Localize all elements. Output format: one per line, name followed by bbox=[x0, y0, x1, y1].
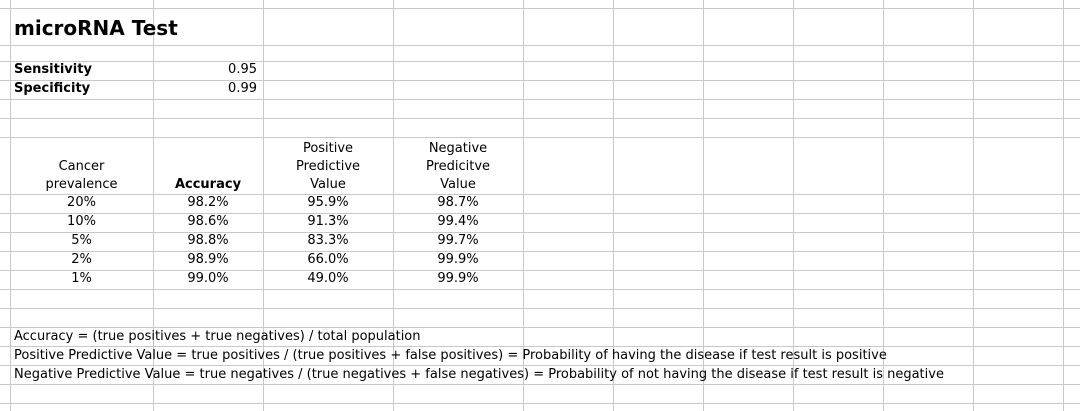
note: Accuracy = (true positives + true negati… bbox=[14, 329, 421, 344]
table-cell: 5% bbox=[71, 233, 92, 248]
column-header: Negative bbox=[428, 141, 488, 156]
parameter-value: 0.95 bbox=[228, 62, 257, 77]
table-cell: 99.4% bbox=[437, 214, 479, 229]
column-header: Cancer bbox=[58, 159, 105, 174]
table-cell: 98.8% bbox=[187, 233, 229, 248]
column-header: Predictive bbox=[295, 159, 361, 174]
table-cell: 99.7% bbox=[437, 233, 479, 248]
parameter-label: Sensitivity bbox=[14, 62, 92, 77]
column-header: Value bbox=[310, 177, 346, 192]
table-cell: 10% bbox=[67, 214, 96, 229]
table-cell: 91.3% bbox=[307, 214, 349, 229]
column-header: Value bbox=[440, 177, 476, 192]
note: Positive Predictive Value = true positiv… bbox=[14, 348, 887, 363]
column-header: Accuracy bbox=[174, 177, 242, 192]
table-cell: 98.7% bbox=[437, 195, 479, 210]
sheet-title: microRNA Test bbox=[14, 16, 178, 40]
table-cell: 98.2% bbox=[187, 195, 229, 210]
table-cell: 66.0% bbox=[307, 252, 349, 267]
column-header: Positive bbox=[302, 141, 354, 156]
table-cell: 1% bbox=[71, 271, 92, 286]
column-header: prevalence bbox=[45, 177, 118, 192]
note: Negative Predictive Value = true negativ… bbox=[14, 367, 944, 382]
parameter-label: Specificity bbox=[14, 81, 91, 96]
table-cell: 83.3% bbox=[307, 233, 349, 248]
table-cell: 20% bbox=[67, 195, 96, 210]
parameter-value: 0.99 bbox=[228, 81, 257, 96]
column-header: Predicitve bbox=[425, 159, 491, 174]
table-cell: 99.9% bbox=[437, 252, 479, 267]
table-cell: 95.9% bbox=[307, 195, 349, 210]
table-cell: 99.9% bbox=[437, 271, 479, 286]
table-cell: 98.9% bbox=[187, 252, 229, 267]
table-cell: 49.0% bbox=[307, 271, 349, 286]
table-cell: 98.6% bbox=[187, 214, 229, 229]
table-cell: 99.0% bbox=[187, 271, 229, 286]
table-cell: 2% bbox=[71, 252, 92, 267]
